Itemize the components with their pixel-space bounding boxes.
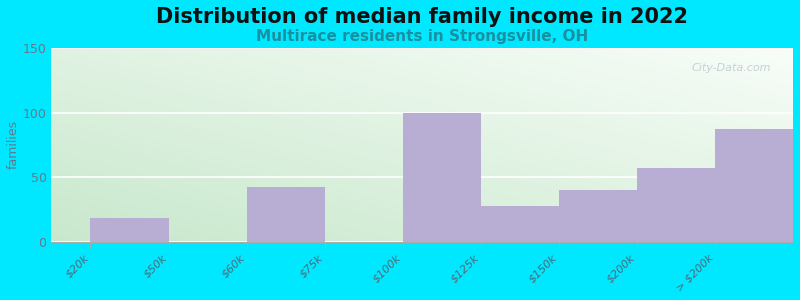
Text: City-Data.com: City-Data.com <box>691 63 771 74</box>
Bar <box>715 129 793 242</box>
Bar <box>246 188 325 242</box>
Title: Distribution of median family income in 2022: Distribution of median family income in … <box>156 7 688 27</box>
Bar <box>90 218 169 242</box>
Bar <box>559 190 637 242</box>
Y-axis label: families: families <box>7 120 20 170</box>
Bar <box>481 206 559 242</box>
Bar <box>637 168 715 242</box>
Bar <box>402 112 481 242</box>
Text: Multirace residents in Strongsville, OH: Multirace residents in Strongsville, OH <box>256 29 588 44</box>
